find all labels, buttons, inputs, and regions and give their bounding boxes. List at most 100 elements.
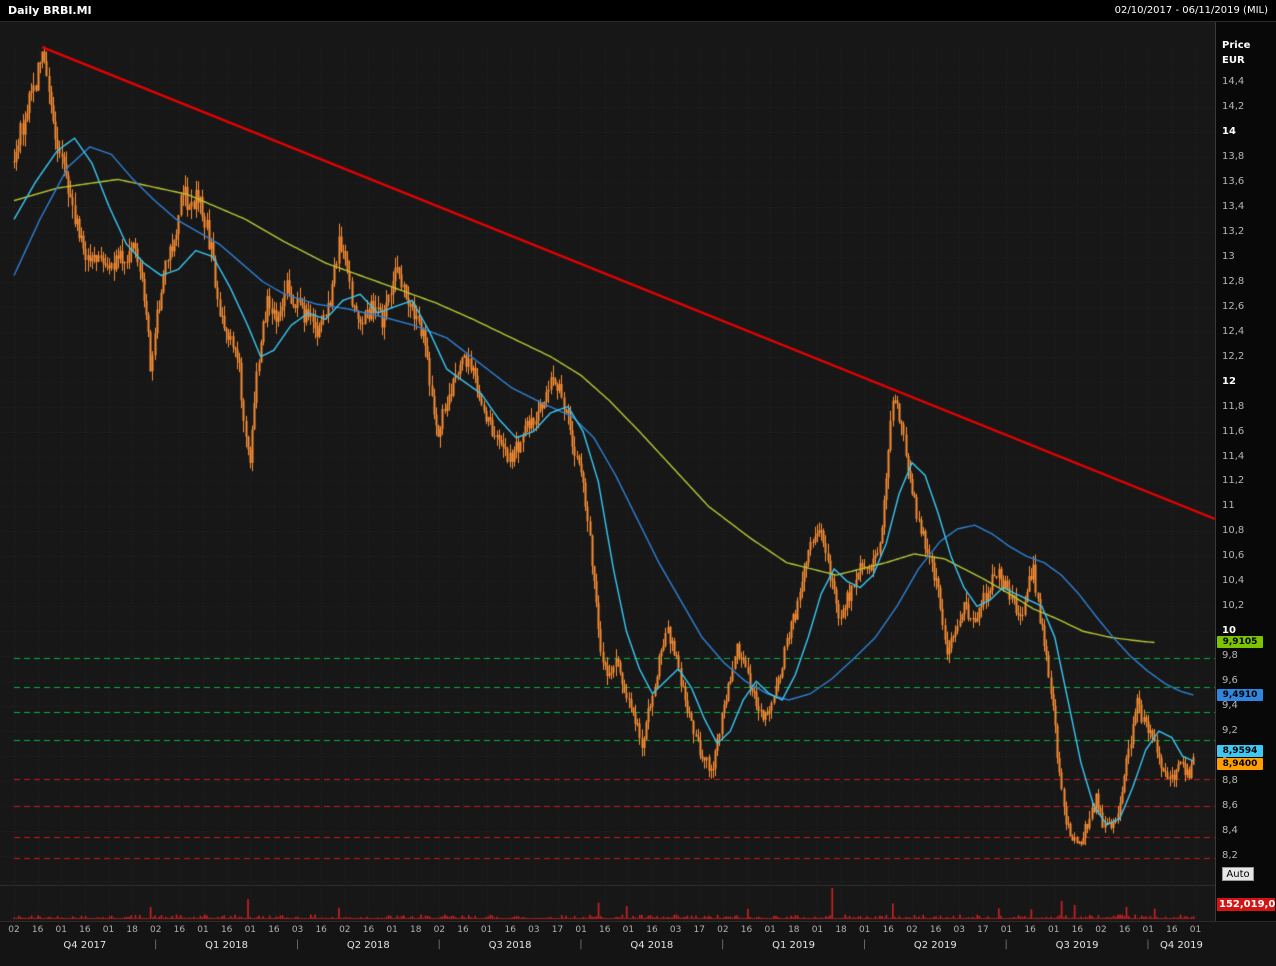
time-axis-panel[interactable]: 02 16 01 16 01 18 02 16 01 16 01 16 03 16 02 16 01 18 02 16… [0, 921, 1276, 966]
y-axis-tick-label: 13,4 [1222, 200, 1245, 212]
quarter-separator: | [437, 939, 441, 950]
x-axis-tick-label: 16 [646, 925, 658, 935]
x-axis-tick-label: 16 [315, 925, 327, 935]
x-axis-tick-label: 18 [409, 925, 422, 935]
y-axis-tick-label: 11,4 [1222, 450, 1245, 462]
x-axis-tick-label: 01 [1189, 925, 1202, 935]
y-axis-tick-label: 10,6 [1222, 550, 1245, 562]
x-axis-tick-label: 02 [8, 925, 20, 935]
x-axis-tick-label: 03 [291, 925, 304, 935]
y-axis-tick-label: 14,2 [1222, 100, 1245, 112]
y-axis-tick-label: 11 [1222, 500, 1235, 512]
x-axis-tick-label: 17 [977, 925, 989, 935]
quarter-separator: | [862, 939, 867, 950]
y-axis-tick-label: 8,8 [1222, 775, 1238, 787]
x-axis-tick-label: 01 [197, 925, 209, 935]
y-axis-tick-label: 13,6 [1222, 175, 1245, 187]
quarter-label: Q3 2019 [1055, 940, 1099, 951]
x-axis-tick-label: 16 [599, 925, 611, 935]
x-axis-tick-label: 03 [669, 925, 682, 935]
chart-header-bar: Daily BRBI.MI 02/10/2017 - 06/11/2019 (M… [0, 0, 1276, 22]
x-axis-tick-label: 16 [740, 925, 753, 935]
quarter-separator: | [295, 939, 300, 950]
x-axis-tick-label: 01 [55, 925, 67, 935]
x-axis-tick-label: 01 [1000, 925, 1013, 935]
x-axis-tick-label: 01 [386, 925, 398, 935]
x-axis-tick-label: 16 [31, 925, 44, 935]
ma-slow-badge: 9,9105 [1217, 636, 1263, 649]
y-axis-tick-label: 14 [1222, 125, 1236, 137]
x-axis-tick-label: 02 [433, 925, 446, 935]
x-axis-tick-label: 17 [693, 925, 706, 935]
y-axis-tick-label: 9,6 [1222, 675, 1238, 687]
x-axis-tick-label: 18 [788, 925, 800, 935]
quarter-label: Q4 2018 [630, 940, 674, 951]
quarter-separator: | [154, 939, 158, 950]
x-axis-tick-label: 16 [929, 925, 942, 935]
quarter-separator: | [579, 939, 583, 950]
quarter-separator: | [1146, 939, 1150, 950]
price-axis-header: Price EUR [1222, 38, 1250, 68]
y-axis-tick-label: 13 [1222, 250, 1235, 262]
x-axis-tick-label: 02 [150, 925, 162, 935]
x-axis-tick-label: 02 [1095, 925, 1107, 935]
x-axis-tick-label: 01 [811, 925, 824, 935]
y-axis-tick-label: 11,6 [1222, 425, 1245, 437]
y-axis-tick-label: 9,8 [1222, 650, 1238, 662]
x-axis-tick-label: 01 [102, 925, 115, 935]
x-axis-tick-label: 16 [268, 925, 280, 935]
y-axis-tick-label: 12,8 [1222, 275, 1245, 287]
x-axis-tick-label: 16 [1071, 925, 1084, 935]
y-axis-tick-label: 10,2 [1222, 600, 1245, 612]
quarter-separator: | [721, 939, 725, 950]
x-axis-tick-label: 01 [764, 925, 776, 935]
price-axis-panel[interactable]: Price EUR 14,4 14,2 14 13,8 13,6 13,4 13,2 13 12… [1215, 22, 1276, 921]
quarter-separator: | [1004, 939, 1008, 950]
ma-medium-badge: 9,4910 [1217, 688, 1263, 701]
x-axis-tick-label: 16 [173, 925, 186, 935]
quarter-label: Q1 2018 [205, 940, 249, 951]
y-axis-tick-label: 8,2 [1222, 850, 1238, 861]
x-axis-tick-label: 16 [1118, 925, 1131, 935]
x-axis-tick-label: 16 [220, 925, 233, 935]
x-axis-tick-label: 16 [1166, 925, 1178, 935]
ma-fast-badge: 8,9594 [1217, 744, 1263, 757]
x-axis-tick-label: 16 [1024, 925, 1036, 935]
quarter-label: Q4 2019 [1160, 940, 1203, 951]
quarter-label: Q3 2018 [488, 940, 532, 951]
price-chart-canvas[interactable] [0, 22, 1215, 921]
y-axis-tick-label: 8,6 [1222, 800, 1238, 812]
y-axis-tick-label: 12,6 [1222, 300, 1245, 312]
y-axis-tick-label: 12 [1222, 375, 1236, 387]
price-axis-title: Price [1222, 40, 1251, 51]
x-axis-tick-label: 16 [362, 925, 375, 935]
x-axis-tick-label: 01 [622, 925, 635, 935]
y-axis-tick-label: 14,4 [1222, 76, 1245, 87]
y-axis-tick-label: 12,2 [1222, 350, 1245, 362]
x-axis-tick-label: 03 [953, 925, 965, 935]
auto-scale-button[interactable]: Auto [1222, 867, 1254, 881]
x-axis-tick-label: 02 [339, 925, 351, 935]
x-axis-tick-label: 01 [575, 925, 587, 935]
y-axis-tick-label: 11,2 [1222, 475, 1245, 487]
quarter-label: Q2 2018 [346, 940, 390, 951]
x-axis-tick-label: 18 [835, 925, 847, 935]
x-axis-tick-label: 01 [858, 925, 871, 935]
y-axis-tick-label: 10 [1222, 625, 1236, 637]
x-axis-tick-label: 18 [126, 925, 138, 935]
chart-main-area: Price EUR 14,4 14,2 14 13,8 13,6 13,4 13,2 13 12… [0, 22, 1276, 921]
y-axis-tick-label: 13,8 [1222, 150, 1245, 162]
x-axis-tick-label: 01 [1142, 925, 1154, 935]
x-axis-tick-label: 16 [504, 925, 516, 935]
y-axis-tick-label: 11,8 [1222, 400, 1245, 412]
y-axis-tick-label: 10,8 [1222, 525, 1245, 537]
date-range-label: 02/10/2017 - 06/11/2019 (MIL) [1114, 5, 1268, 16]
y-axis-tick-label: 12,4 [1222, 325, 1245, 337]
y-axis-tick-label: 9,4 [1222, 700, 1238, 712]
x-axis-tick-label: 16 [457, 925, 469, 935]
x-axis-tick-label: 02 [717, 925, 729, 935]
x-axis-tick-label: 02 [906, 925, 918, 935]
x-axis-tick-label: 16 [79, 925, 91, 935]
x-axis-tick-label: 01 [244, 925, 257, 935]
